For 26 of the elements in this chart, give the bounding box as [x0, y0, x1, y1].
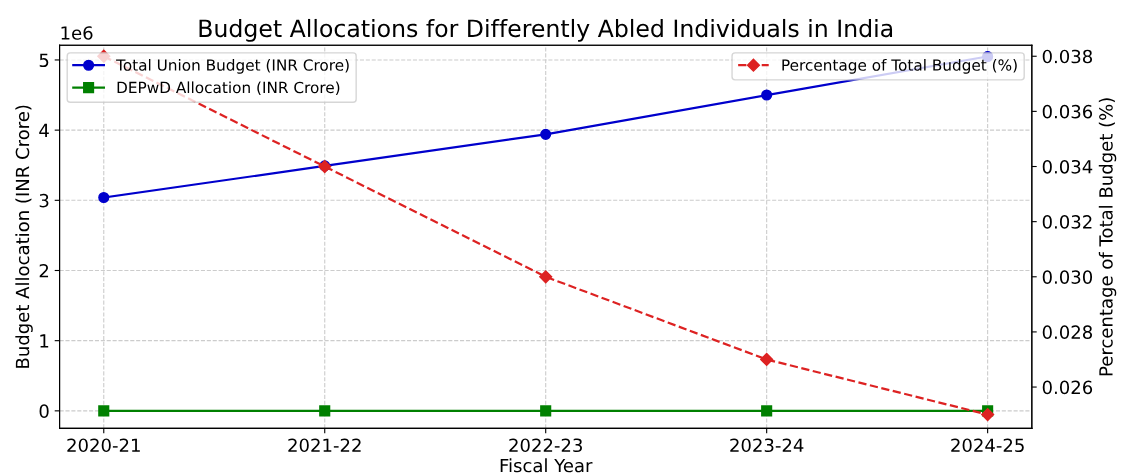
y-tick-label: 4 [39, 123, 49, 137]
y2-tick-label: 0.034 [1042, 159, 1093, 174]
legend-label: Percentage of Total Budget (%) [782, 58, 1017, 74]
y2-tick-label: 0.028 [1042, 325, 1093, 340]
x-tick-label: 2023-24 [730, 438, 804, 453]
y-tick-label: 3 [39, 193, 49, 208]
y-tick-label: 2 [39, 263, 49, 278]
y-tick-label: 1 [40, 334, 49, 348]
y2-tick-label: 0.036 [1042, 104, 1093, 119]
legend-label: DEPwD Allocation (INR Crore) [117, 81, 340, 96]
x-tick-label: 2021-22 [288, 438, 361, 453]
y-axis-title: Budget Allocation (INR Crore) [15, 105, 33, 368]
x-axis-title: Fiscal Year [500, 458, 593, 473]
x-tick-label: 2024-25 [951, 438, 1024, 453]
y-tick-label: 0 [39, 404, 49, 418]
y-tick-label: 5 [39, 53, 49, 68]
text: 1e6 [61, 26, 93, 40]
chart-title: Budget Allocations for Differently Abled Individuals in India [199, 18, 893, 42]
x-tick-label: 2022-23 [509, 438, 582, 453]
y2-tick-label: 0.026 [1042, 380, 1093, 395]
y2-tick-label: 0.038 [1042, 49, 1093, 64]
y2-axis-title: Percentage of Total Budget (%) [1098, 98, 1117, 376]
legend-label: Total Union Budget (INR Crore) [116, 58, 349, 74]
y2-tick-label: 0.030 [1042, 270, 1093, 284]
y2-tick-label: 0.032 [1042, 215, 1092, 229]
x-tick-label: 2020-21 [67, 438, 140, 453]
